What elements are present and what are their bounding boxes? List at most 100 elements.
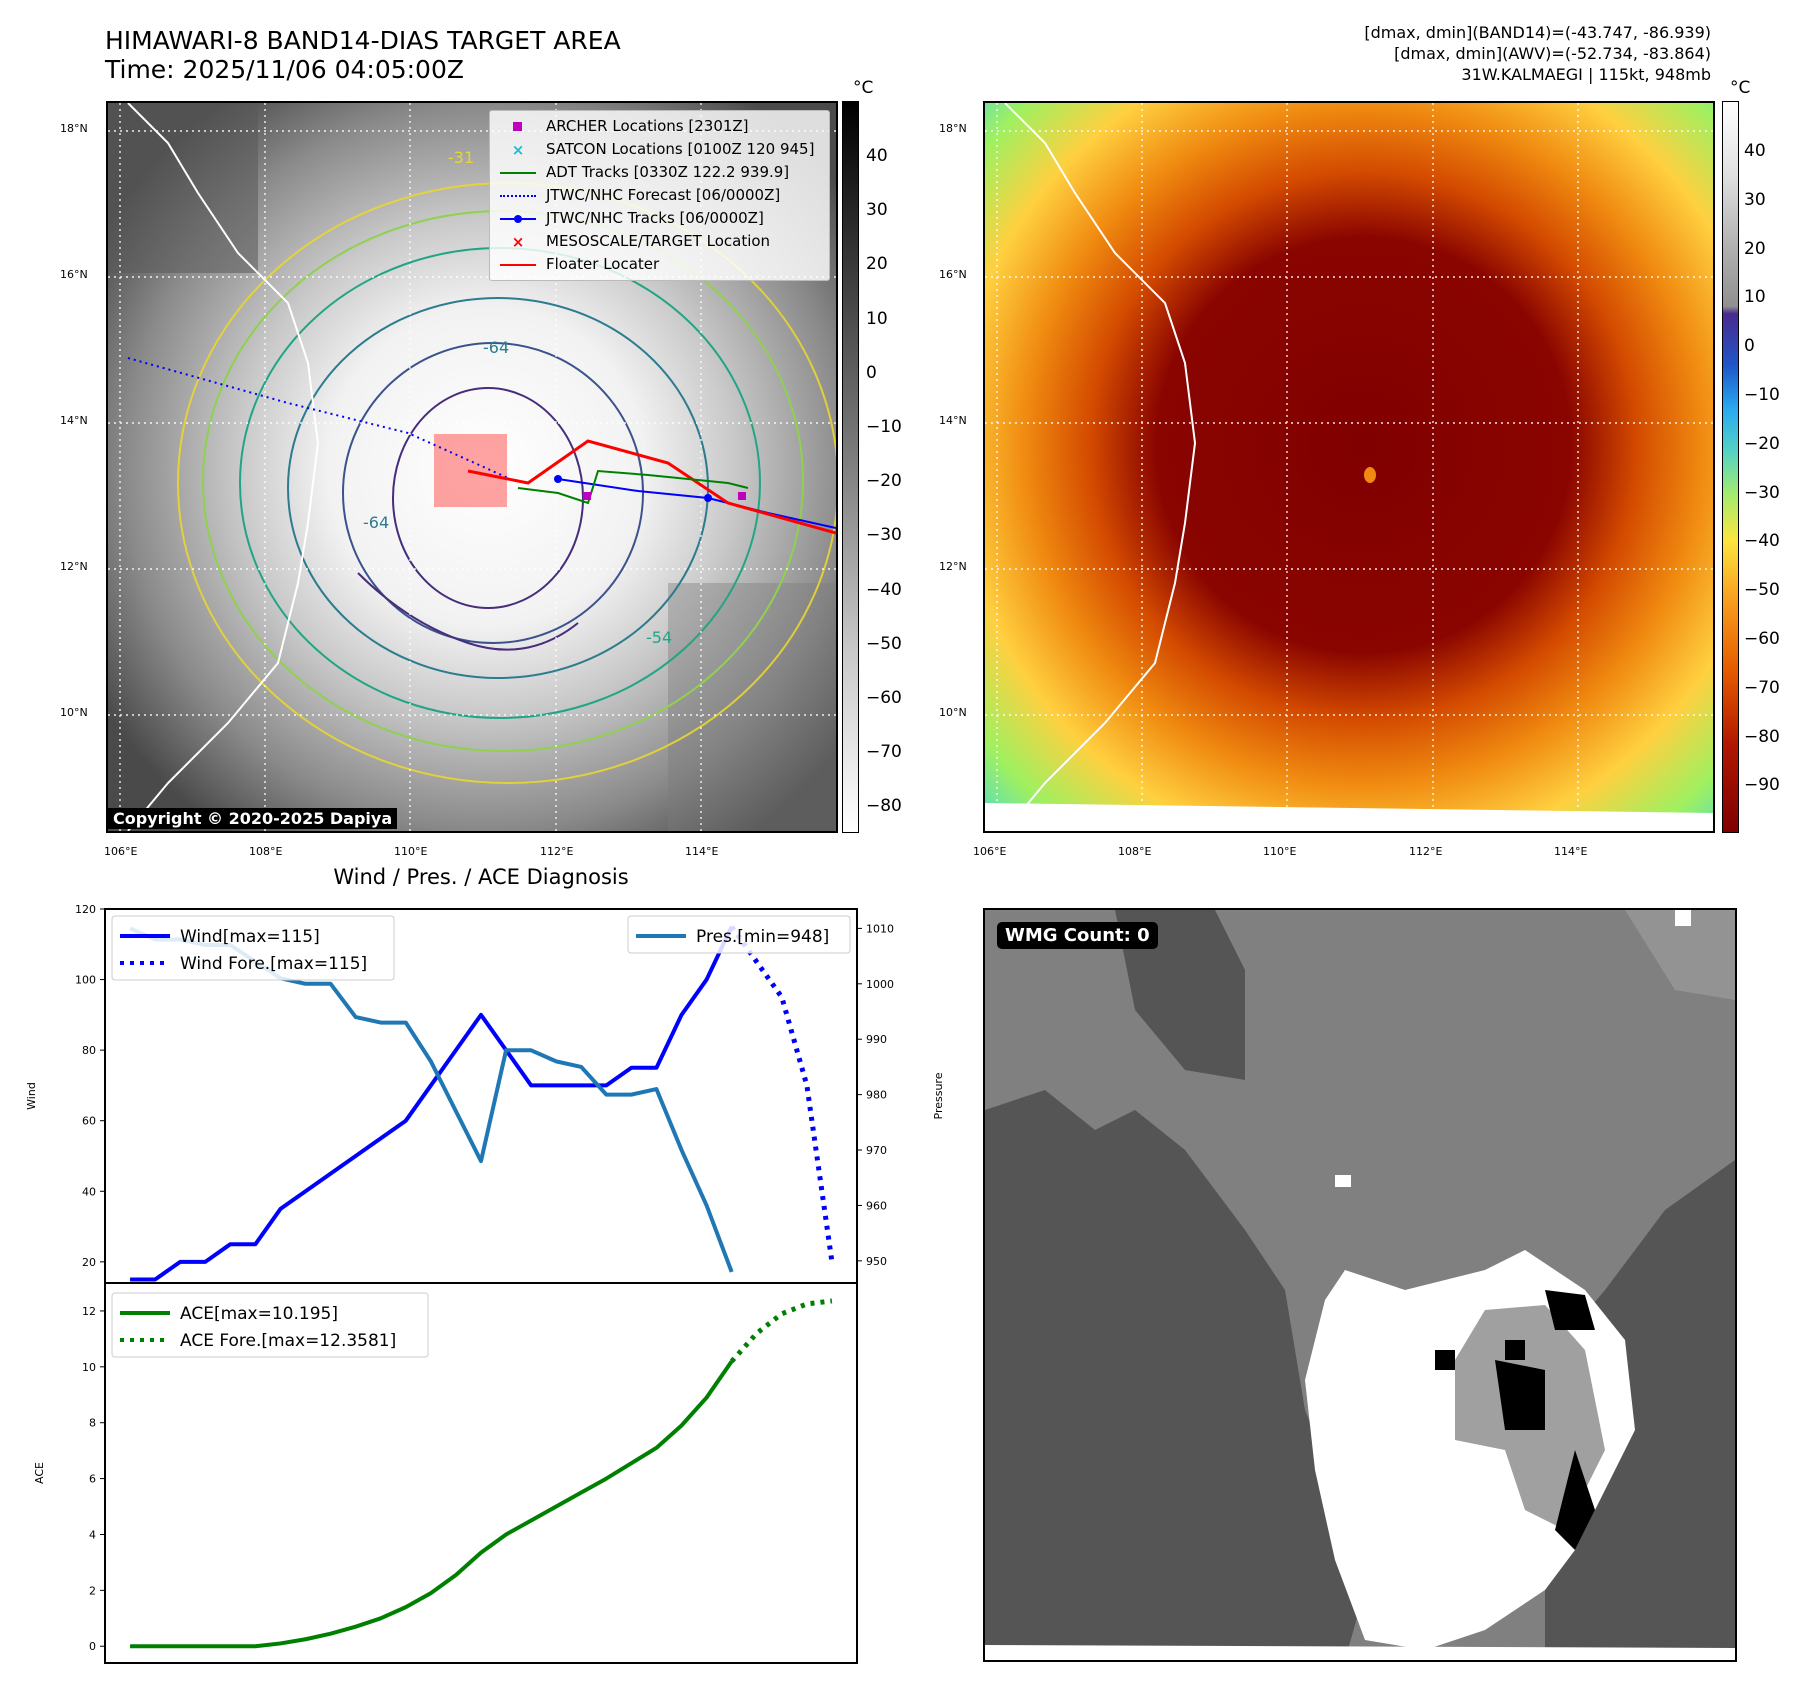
- ir-colorbar: [842, 101, 859, 833]
- wmg-panel: WMG Count: 0: [983, 908, 1737, 1662]
- legend-label: Pres.[min=948]: [696, 927, 829, 947]
- colorbar-tick-label: −80: [1744, 726, 1780, 747]
- info-line-1: [dmax, dmin](BAND14)=(-43.747, -86.939): [1364, 23, 1711, 42]
- colorbar-tick-label: −80: [866, 796, 902, 817]
- info-line-2: [dmax, dmin](AWV)=(-52.734, -83.864): [1394, 44, 1711, 63]
- dotted-line-icon: [498, 186, 538, 206]
- colorbar-tick-label: −10: [866, 417, 902, 437]
- y-tick-label: 40: [82, 1185, 96, 1198]
- awv-map-image: [985, 103, 1713, 831]
- lat-label: 18°N: [939, 122, 967, 135]
- figure-info: [dmax, dmin](BAND14)=(-43.747, -86.939) …: [1364, 22, 1711, 85]
- lat-label: 12°N: [60, 560, 88, 573]
- info-line-3: 31W.KALMAEGI | 115kt, 948mb: [1461, 65, 1711, 84]
- y-tick-label: 2: [89, 1584, 96, 1597]
- colorbar-tick-label: −10: [1744, 385, 1780, 405]
- legend-label: ACE Fore.[max=12.3581]: [180, 1331, 396, 1351]
- colorbar-tick-label: 40: [1744, 141, 1766, 161]
- lon-label: 108°E: [1118, 845, 1152, 858]
- colorbar-tick-label: −40: [1744, 531, 1780, 552]
- x-icon: ×: [511, 140, 525, 159]
- legend-label: ADT Tracks [0330Z 122.2 939.9]: [546, 163, 790, 181]
- line-dot-icon: [498, 209, 538, 229]
- colorbar-tick-label: 20: [866, 254, 888, 275]
- colorbar-tick-label: −30: [1744, 482, 1780, 503]
- colorbar-tick-label: 0: [1744, 336, 1755, 357]
- colorbar-tick-label: −50: [1744, 580, 1780, 601]
- contour-label-3: -54: [646, 628, 672, 647]
- y2-tick-label: 950: [866, 1255, 887, 1268]
- contour-label-4: -31: [448, 148, 474, 167]
- title-line-1: HIMAWARI-8 BAND14-DIAS TARGET AREA: [105, 26, 621, 55]
- lon-label: 106°E: [104, 845, 138, 858]
- lon-label: 110°E: [394, 845, 428, 858]
- wind-series: [130, 925, 734, 1282]
- colorbar-tick-label: −50: [866, 633, 902, 654]
- colorbar-tick-label: −30: [866, 525, 902, 546]
- ace-axis-label: ACE: [33, 1462, 46, 1484]
- lon-label: 108°E: [249, 845, 283, 858]
- legend-label: Floater Locater: [546, 255, 660, 273]
- wmg-count-badge: WMG Count: 0: [997, 922, 1158, 949]
- legend-label: JTWC/NHC Tracks [06/0000Z]: [546, 209, 764, 227]
- colorbar-tick-label: −20: [866, 471, 902, 492]
- lon-label: 112°E: [1409, 845, 1443, 858]
- y2-tick-label: 970: [866, 1144, 887, 1157]
- lat-label: 12°N: [939, 560, 967, 573]
- legend-jtwc-forecast: JTWC/NHC Forecast [06/0000Z]: [498, 184, 821, 207]
- lon-label: 114°E: [1554, 845, 1588, 858]
- pressure-axis-label: Pressure: [932, 1072, 945, 1119]
- wind-legend: [111, 915, 395, 981]
- lon-label: 114°E: [685, 845, 719, 858]
- colorbar-tick-label: −20: [1744, 433, 1780, 454]
- wmg-image: [985, 910, 1735, 1660]
- colorbar-tick-label: 0: [866, 362, 877, 383]
- x-icon: ×: [511, 232, 525, 251]
- legend-target: × MESOSCALE/TARGET Location: [498, 230, 821, 253]
- wind-forecast-series: [729, 925, 835, 1263]
- colorbar-unit: °C: [853, 78, 874, 98]
- y2-tick-label: 1010: [866, 922, 894, 935]
- legend-archer: ARCHER Locations [2301Z]: [498, 115, 821, 138]
- lat-label: 18°N: [60, 122, 88, 135]
- map-legend: ARCHER Locations [2301Z] × SATCON Locatio…: [489, 110, 830, 281]
- lon-label: 112°E: [540, 845, 574, 858]
- colorbar-tick-label: −60: [866, 688, 902, 708]
- ir-map-panel: -64 -64 -54 -31 Copyright © 2020-2025 Da…: [106, 101, 838, 833]
- colorbar-tick-label: −40: [866, 579, 902, 600]
- colorbar-tick-label: 10: [1744, 287, 1766, 308]
- y-tick-label: 12: [82, 1305, 96, 1318]
- legend-jtwc-tracks: JTWC/NHC Tracks [06/0000Z]: [498, 207, 821, 230]
- legend-label: JTWC/NHC Forecast [06/0000Z]: [546, 186, 781, 204]
- legend-adt: ADT Tracks [0330Z 122.2 939.9]: [498, 161, 821, 184]
- colorbar-tick-label: 20: [1744, 238, 1766, 259]
- title-line-2: Time: 2025/11/06 04:05:00Z: [105, 55, 464, 84]
- legend-label: MESOSCALE/TARGET Location: [546, 232, 771, 250]
- y-tick-label: 120: [75, 903, 96, 916]
- diagnosis-chart: 2040608010012095096097098099010001010Win…: [25, 903, 945, 1664]
- y-tick-label: 6: [89, 1473, 96, 1486]
- figure-title: HIMAWARI-8 BAND14-DIAS TARGET AREA Time:…: [105, 26, 621, 84]
- square-icon: [498, 117, 538, 137]
- legend-label: Wind[max=115]: [180, 927, 320, 947]
- pressure-legend: [627, 915, 851, 954]
- y2-tick-label: 980: [866, 1089, 887, 1102]
- colorbar-tick-label: −90: [1744, 775, 1780, 796]
- awv-colorbar: [1722, 101, 1739, 833]
- contour-label-1: -64: [363, 513, 389, 532]
- line-icon: [498, 255, 538, 275]
- y-tick-label: 80: [82, 1044, 96, 1057]
- lat-label: 10°N: [939, 706, 967, 719]
- colorbar-tick-label: 10: [866, 308, 888, 329]
- lat-label: 16°N: [60, 268, 88, 281]
- ace-forecast-series: [729, 1298, 833, 1364]
- wind-axis-label: Wind: [25, 1082, 38, 1110]
- y2-tick-label: 960: [866, 1199, 887, 1212]
- copyright-label: Copyright © 2020-2025 Dapiya: [108, 808, 398, 829]
- y-tick-label: 0: [89, 1640, 96, 1653]
- y2-tick-label: 990: [866, 1033, 887, 1046]
- legend-label: Wind Fore.[max=115]: [180, 954, 367, 974]
- y-tick-label: 60: [82, 1115, 96, 1128]
- lat-label: 16°N: [939, 268, 967, 281]
- colorbar-tick-label: 30: [866, 200, 888, 221]
